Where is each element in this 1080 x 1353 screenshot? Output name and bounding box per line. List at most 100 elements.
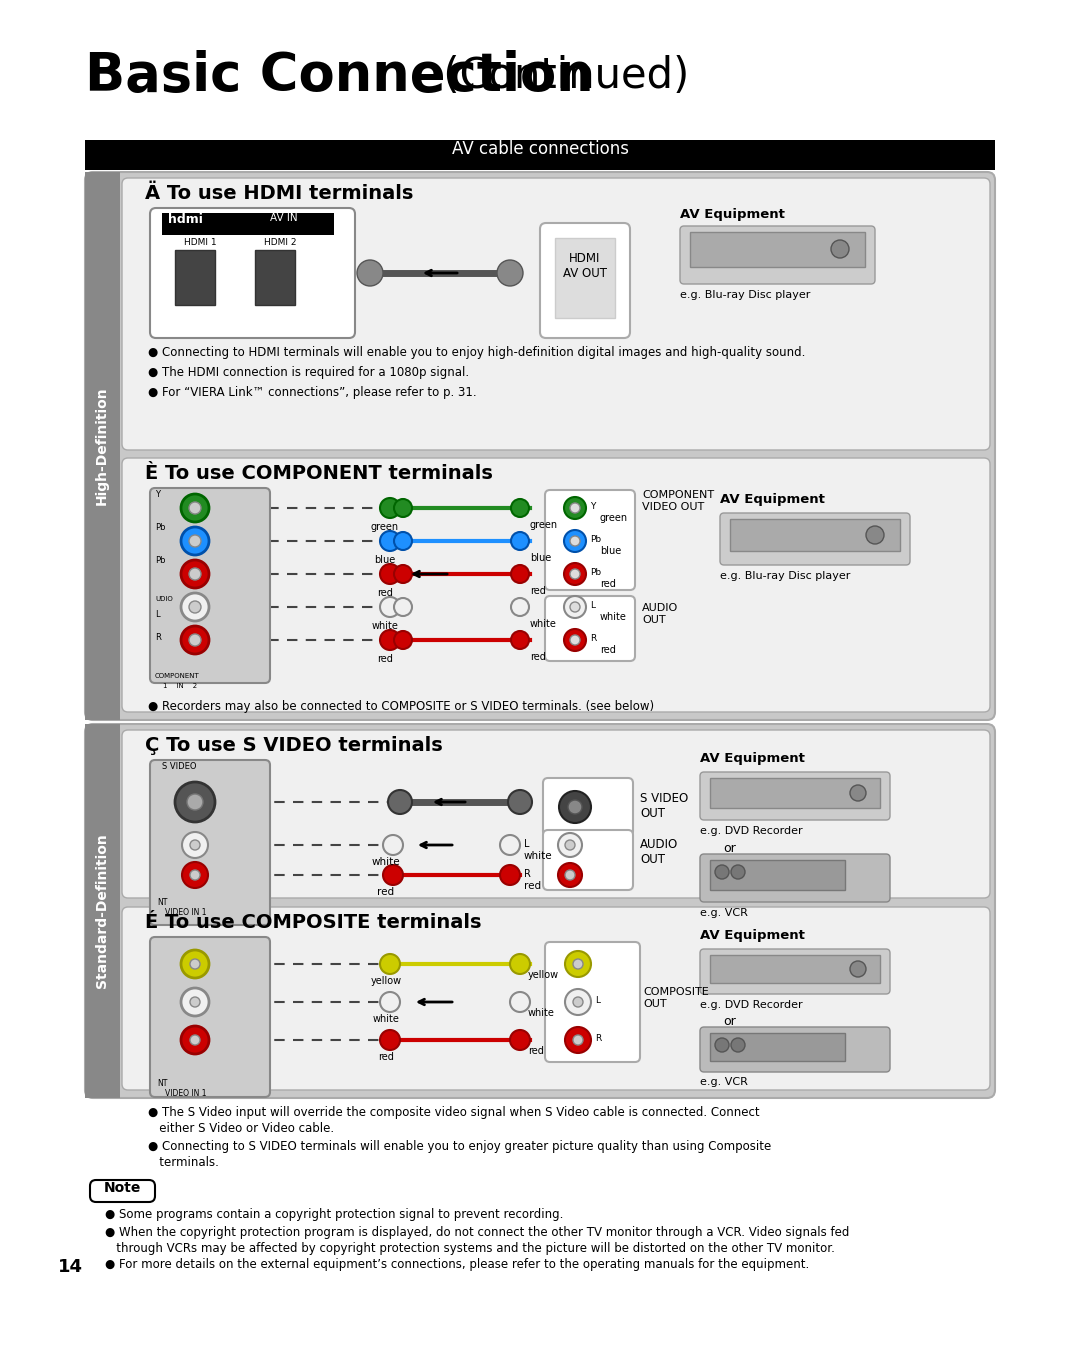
Text: green: green (530, 520, 558, 530)
Text: AV Equipment: AV Equipment (720, 492, 825, 506)
FancyBboxPatch shape (700, 773, 890, 820)
Circle shape (564, 530, 586, 552)
Circle shape (559, 792, 591, 823)
Circle shape (570, 536, 580, 547)
Text: white: white (600, 612, 626, 622)
Text: Y: Y (156, 490, 160, 499)
Text: L: L (595, 996, 600, 1005)
Text: Y: Y (590, 502, 595, 511)
Text: red: red (600, 579, 616, 589)
Text: red: red (377, 653, 393, 664)
Text: through VCRs may be affected by copyright protection systems and the picture wil: through VCRs may be affected by copyrigh… (105, 1242, 835, 1256)
Circle shape (380, 498, 400, 518)
Text: AV cable connections: AV cable connections (451, 139, 629, 158)
Circle shape (380, 564, 400, 584)
Text: ● The S Video input will override the composite video signal when S Video cable : ● The S Video input will override the co… (148, 1105, 759, 1119)
Text: white: white (373, 1013, 400, 1024)
Circle shape (181, 950, 210, 978)
Bar (710, 778, 880, 808)
Text: Pb: Pb (156, 556, 165, 566)
Circle shape (380, 954, 400, 974)
Circle shape (573, 1035, 583, 1045)
FancyBboxPatch shape (543, 829, 633, 890)
Text: 1    IN    2: 1 IN 2 (163, 683, 198, 689)
Bar (85, 724, 120, 1099)
Text: red: red (528, 1046, 544, 1055)
Text: S VIDEO
OUT: S VIDEO OUT (640, 792, 688, 820)
Circle shape (570, 570, 580, 579)
Text: red: red (378, 1053, 394, 1062)
Text: e.g. VCR: e.g. VCR (700, 1077, 747, 1086)
Text: Note: Note (104, 1181, 140, 1195)
Text: e.g. DVD Recorder: e.g. DVD Recorder (700, 825, 802, 836)
Bar (710, 1032, 845, 1061)
Circle shape (500, 865, 519, 885)
Circle shape (573, 997, 583, 1007)
Circle shape (394, 566, 411, 583)
Text: either S Video or Video cable.: either S Video or Video cable. (148, 1122, 334, 1135)
Text: AUDIO
OUT: AUDIO OUT (642, 603, 678, 625)
FancyBboxPatch shape (122, 731, 990, 898)
Circle shape (189, 568, 201, 580)
Circle shape (510, 954, 530, 974)
Circle shape (565, 989, 591, 1015)
Text: Pb: Pb (156, 524, 165, 532)
Text: VIDEO IN 1: VIDEO IN 1 (165, 1089, 206, 1099)
Circle shape (380, 597, 400, 617)
Text: white: white (524, 851, 553, 861)
Text: e.g. Blu-ray Disc player: e.g. Blu-ray Disc player (720, 571, 850, 580)
FancyBboxPatch shape (150, 208, 355, 338)
Text: red: red (600, 645, 616, 655)
Text: R: R (595, 1034, 602, 1043)
Text: S VIDEO: S VIDEO (162, 762, 197, 771)
Circle shape (183, 832, 208, 858)
Bar (85, 139, 995, 170)
Circle shape (831, 239, 849, 258)
Circle shape (383, 835, 403, 855)
Circle shape (190, 997, 200, 1007)
Text: red: red (530, 586, 545, 597)
Text: red: red (377, 589, 393, 598)
Text: NT: NT (157, 898, 167, 907)
Text: blue: blue (375, 555, 395, 566)
Bar (255, 250, 295, 304)
Text: red: red (377, 888, 394, 897)
Circle shape (394, 532, 411, 551)
Text: red: red (524, 881, 541, 892)
Circle shape (181, 593, 210, 621)
Circle shape (570, 602, 580, 612)
Circle shape (568, 800, 582, 815)
Text: or: or (724, 1015, 737, 1028)
Circle shape (850, 961, 866, 977)
Text: COMPONENT: COMPONENT (156, 672, 200, 679)
Circle shape (190, 840, 200, 850)
Circle shape (731, 1038, 745, 1053)
Text: R: R (524, 869, 531, 879)
Circle shape (715, 865, 729, 879)
Circle shape (564, 497, 586, 520)
Circle shape (357, 260, 383, 285)
FancyBboxPatch shape (700, 948, 890, 994)
Circle shape (558, 863, 582, 888)
Text: ● Some programs contain a copyright protection signal to prevent recording.: ● Some programs contain a copyright prot… (105, 1208, 564, 1220)
FancyBboxPatch shape (720, 513, 910, 566)
Circle shape (394, 499, 411, 517)
FancyBboxPatch shape (545, 597, 635, 662)
Text: Pb: Pb (590, 534, 602, 544)
Text: High-Definition: High-Definition (95, 387, 109, 505)
Text: AV Equipment: AV Equipment (700, 930, 805, 942)
FancyBboxPatch shape (85, 172, 995, 720)
Bar (690, 231, 865, 267)
Circle shape (183, 862, 208, 888)
Circle shape (181, 528, 210, 555)
Text: green: green (370, 522, 400, 532)
Bar (710, 955, 880, 984)
Circle shape (565, 870, 575, 879)
Circle shape (181, 626, 210, 653)
Circle shape (511, 598, 529, 616)
Circle shape (380, 530, 400, 551)
Circle shape (866, 526, 885, 544)
Text: UDIO: UDIO (156, 597, 173, 602)
Circle shape (190, 1035, 200, 1045)
Text: ● The HDMI connection is required for a 1080p signal.: ● The HDMI connection is required for a … (148, 367, 469, 379)
